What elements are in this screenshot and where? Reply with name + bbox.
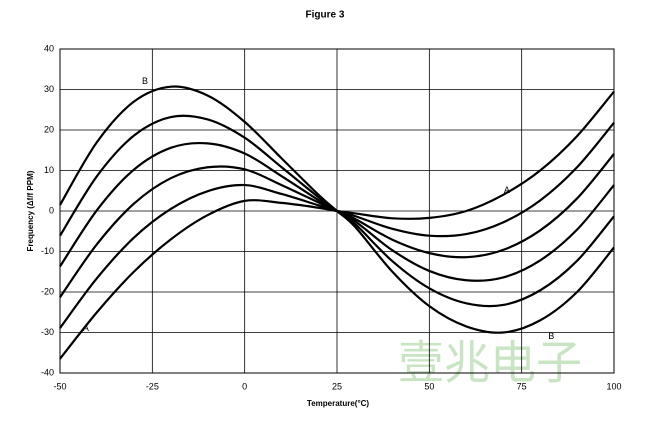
x-tick-label: 25	[332, 381, 342, 391]
annotation: A	[83, 323, 89, 333]
curve	[59, 85, 615, 334]
y-tick-label: -40	[41, 367, 54, 377]
x-tick-label: -50	[53, 381, 66, 391]
y-axis-label: Frequency (Δf/f PPM)	[26, 170, 35, 251]
watermark: 壹兆电子	[398, 336, 582, 390]
chart-title: Figure 3	[306, 10, 345, 21]
y-tick-label: 30	[44, 84, 54, 94]
annotation: B	[548, 331, 554, 341]
x-tick-label: 0	[242, 381, 247, 391]
y-tick-label: -30	[41, 327, 54, 337]
y-tick-label: 20	[44, 124, 54, 134]
y-tick-label: -20	[41, 286, 54, 296]
x-axis-label: Temperature(°C)	[307, 399, 370, 408]
plot-border	[59, 48, 615, 374]
y-tick-label: 10	[44, 165, 54, 175]
x-tick-label: 100	[606, 381, 621, 391]
annotation: B	[142, 76, 148, 86]
x-tick-label: 75	[517, 381, 527, 391]
y-tick-label: 40	[44, 43, 54, 53]
annotation: A	[504, 185, 510, 195]
y-tick-label: -10	[41, 246, 54, 256]
y-tick-label: 0	[49, 205, 54, 215]
x-tick-label: -25	[146, 381, 159, 391]
x-tick-label: 50	[424, 381, 434, 391]
